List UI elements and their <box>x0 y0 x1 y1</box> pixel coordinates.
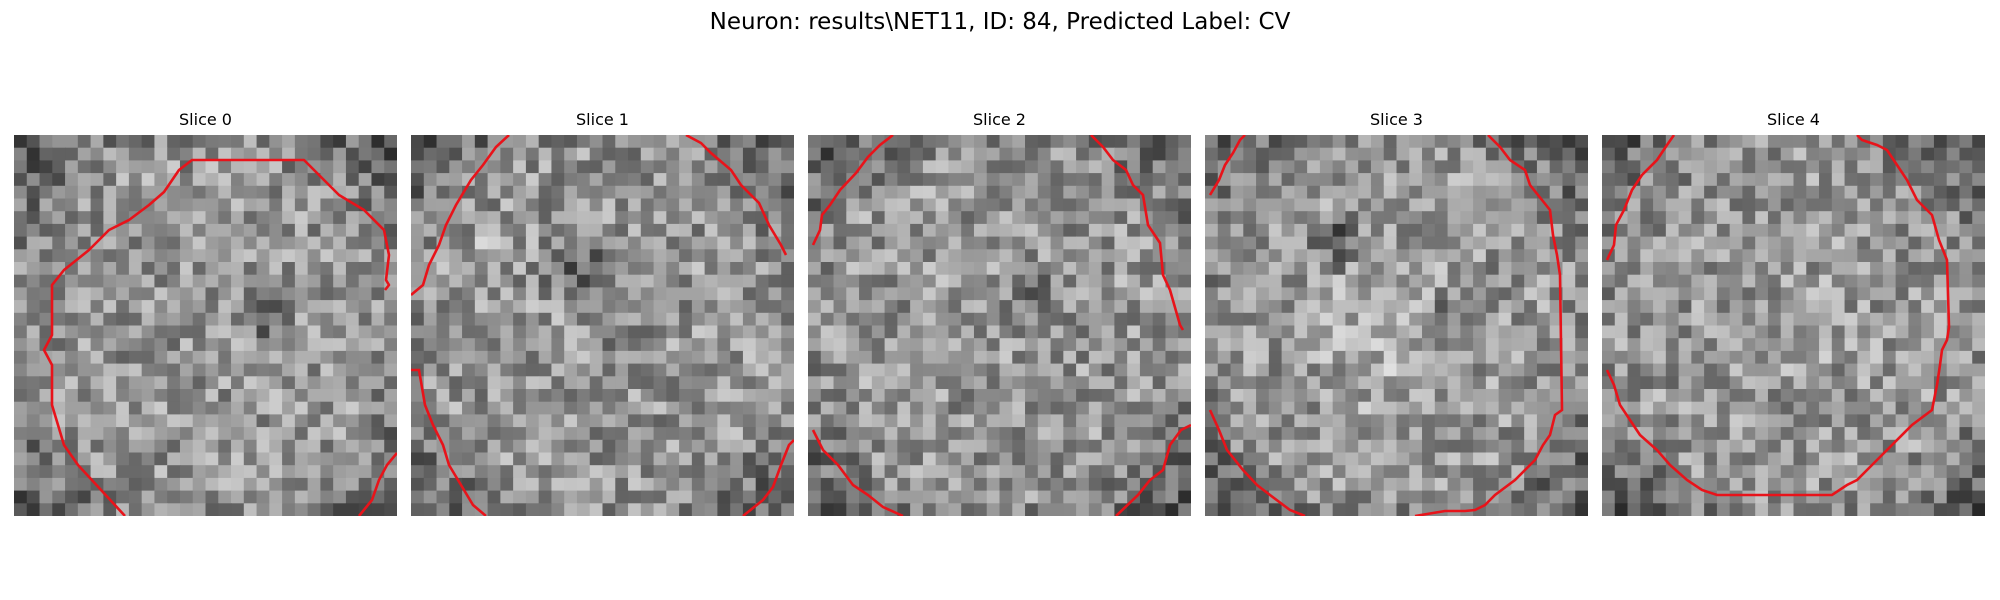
slice-1-image <box>411 135 794 516</box>
slice-2-title: Slice 2 <box>973 110 1026 129</box>
slice-2-contour-3 <box>1090 135 1185 331</box>
slice-4-title: Slice 4 <box>1767 110 1820 129</box>
slice-4-canvas <box>1602 135 1985 516</box>
slice-3-pixels <box>1205 135 1588 516</box>
slice-1-contour-4 <box>742 439 794 516</box>
slice-1-canvas <box>411 135 794 516</box>
slice-2-contour-2 <box>811 429 904 516</box>
slice-2-canvas <box>808 135 1191 516</box>
slice-3-contour-3 <box>1414 135 1564 516</box>
slice-1-pixels <box>411 135 794 516</box>
slice-1-title: Slice 1 <box>576 110 629 129</box>
slice-2-pixels <box>808 135 1191 516</box>
slice-3-title: Slice 3 <box>1370 110 1423 129</box>
slice-1-contour-2 <box>411 368 487 516</box>
slice-2-contour <box>811 135 894 246</box>
slice-2-contour-4 <box>1115 423 1191 516</box>
slice-3-contour <box>1208 135 1246 196</box>
slice-2-image <box>808 135 1191 516</box>
figure-title: Neuron: results\NET11, ID: 84, Predicted… <box>709 9 1291 35</box>
slice-4-pixels <box>1602 135 1985 516</box>
slice-4-contour <box>1605 135 1676 261</box>
slice-0-pixels <box>14 135 397 516</box>
slice-3-canvas <box>1205 135 1588 516</box>
slice-3-image <box>1205 135 1588 516</box>
slice-1-contour <box>411 135 510 296</box>
slice-0-image <box>14 135 397 516</box>
slice-0-canvas <box>14 135 397 516</box>
slice-3-contour-2 <box>1208 409 1306 516</box>
slice-4-contour-2 <box>1605 135 1951 497</box>
slice-0-title: Slice 0 <box>179 110 232 129</box>
slice-0-contour-2 <box>357 452 397 516</box>
slice-0-contour <box>42 158 391 516</box>
slice-4-image <box>1602 135 1985 516</box>
slice-1-contour-3 <box>685 135 788 256</box>
